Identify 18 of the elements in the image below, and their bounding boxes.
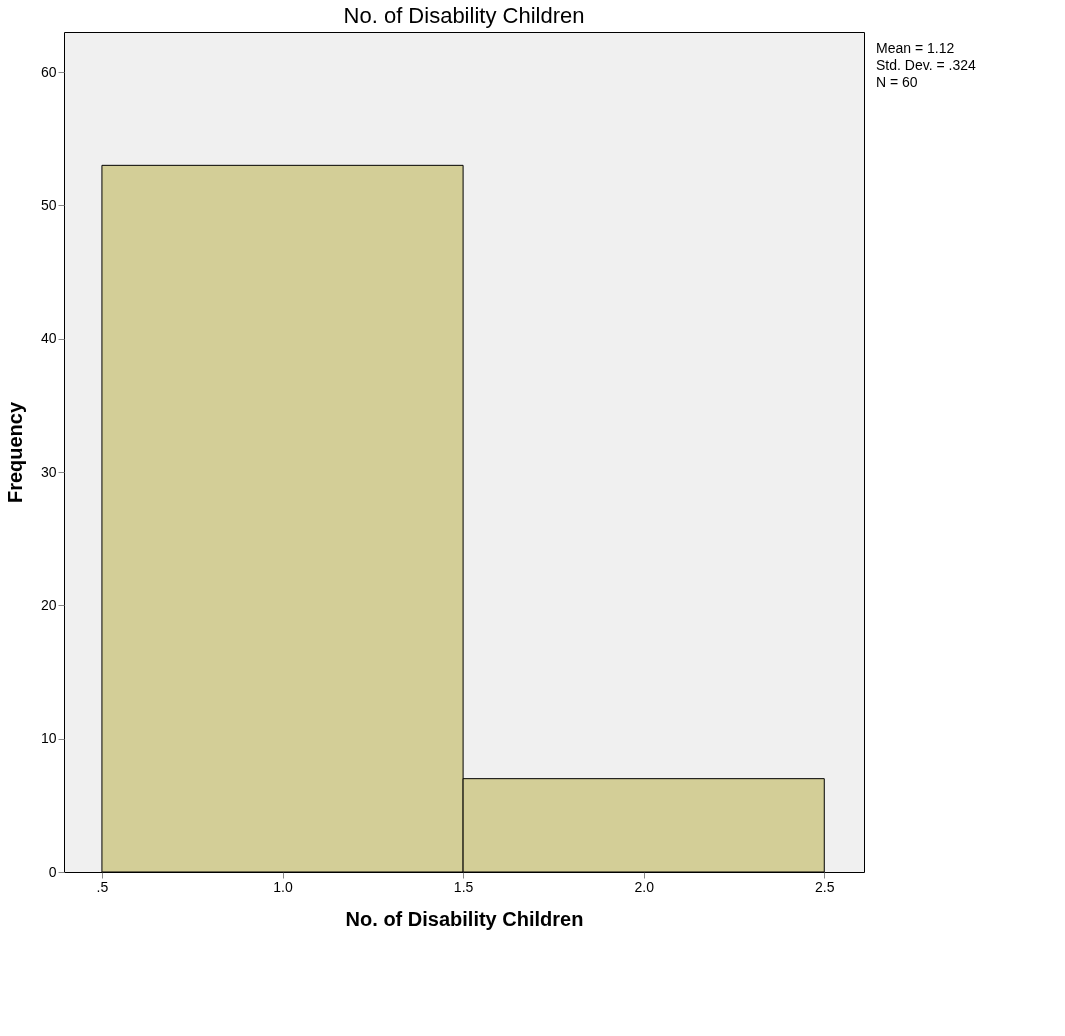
- chart-title: No. of Disability Children: [343, 3, 585, 28]
- x-tick-label: 1.5: [453, 878, 474, 895]
- y-tick-label: 0: [48, 863, 57, 880]
- x-tick-label: .5: [96, 878, 109, 895]
- y-tick-label: 60: [40, 63, 57, 80]
- text: N = 60: [876, 74, 918, 90]
- x-tick-label: 1.0: [273, 878, 293, 895]
- y-tick-label: 10: [40, 730, 57, 747]
- y-tick-label: 30: [40, 463, 57, 480]
- text: Mean = 1.12: [876, 40, 955, 56]
- y-axis-title: Frequency: [3, 401, 26, 504]
- x-axis-title: No. of Disability Children: [345, 907, 584, 930]
- text: Std. Dev. = .324: [876, 57, 976, 73]
- y-tick-label: 50: [40, 196, 57, 213]
- y-tick-label: 40: [40, 330, 57, 347]
- x-tick-label: 2.0: [634, 878, 655, 895]
- x-tick-label: 2.5: [815, 878, 835, 895]
- y-tick-label: 20: [40, 596, 57, 613]
